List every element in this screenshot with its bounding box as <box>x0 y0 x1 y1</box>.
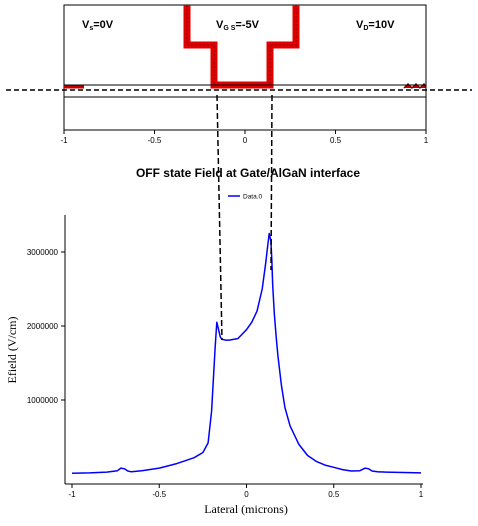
x-tick-label: 1 <box>419 490 424 499</box>
top-x-axis: -1 -0.5 0 0.5 1 <box>60 130 429 145</box>
x-tick-label: -1 <box>68 490 76 499</box>
gate-edge-guide-right <box>270 94 273 271</box>
gate-metal-outline <box>186 5 297 86</box>
legend: Data.0 <box>228 194 263 201</box>
y-tick-label: 1000000 <box>27 396 59 405</box>
x-axis-label: Lateral (microns) <box>204 502 288 516</box>
drain-voltage-label: VD=10V <box>356 19 395 32</box>
y-axis-ticks: 1000000 2000000 3000000 <box>27 248 65 405</box>
y-axis-label: Efield (V/cm) <box>5 317 19 384</box>
plot-area: 1000000 2000000 3000000 -1 -0.5 0 0.5 1 <box>27 215 424 499</box>
series-line-data0 <box>71 232 422 475</box>
top-x-tick-label: 0 <box>243 136 248 145</box>
x-tick-label: -0.5 <box>152 490 166 499</box>
chart-title: OFF state Field at Gate/AlGaN interface <box>136 166 360 180</box>
top-x-tick-label: 0.5 <box>330 136 342 145</box>
x-tick-label: 0.5 <box>328 490 340 499</box>
y-tick-label: 3000000 <box>27 248 59 257</box>
x-axis-ticks: -1 -0.5 0 0.5 1 <box>68 484 424 499</box>
top-x-tick-label: -0.5 <box>148 136 162 145</box>
x-tick-label: 0 <box>244 490 249 499</box>
device-panel: Vs=0V VG S=-5V VD=10V -1 -0.5 0 0.5 1 <box>6 4 472 145</box>
source-voltage-label: Vs=0V <box>82 19 114 32</box>
drain-contact <box>403 82 427 90</box>
y-tick-label: 2000000 <box>27 322 59 331</box>
gate-voltage-label: VG S=-5V <box>216 19 260 32</box>
top-x-tick-label: -1 <box>60 136 68 145</box>
gate-edge-guide-left <box>216 94 223 341</box>
legend-entry-data0: Data.0 <box>243 194 263 201</box>
top-x-tick-label: 1 <box>424 136 429 145</box>
